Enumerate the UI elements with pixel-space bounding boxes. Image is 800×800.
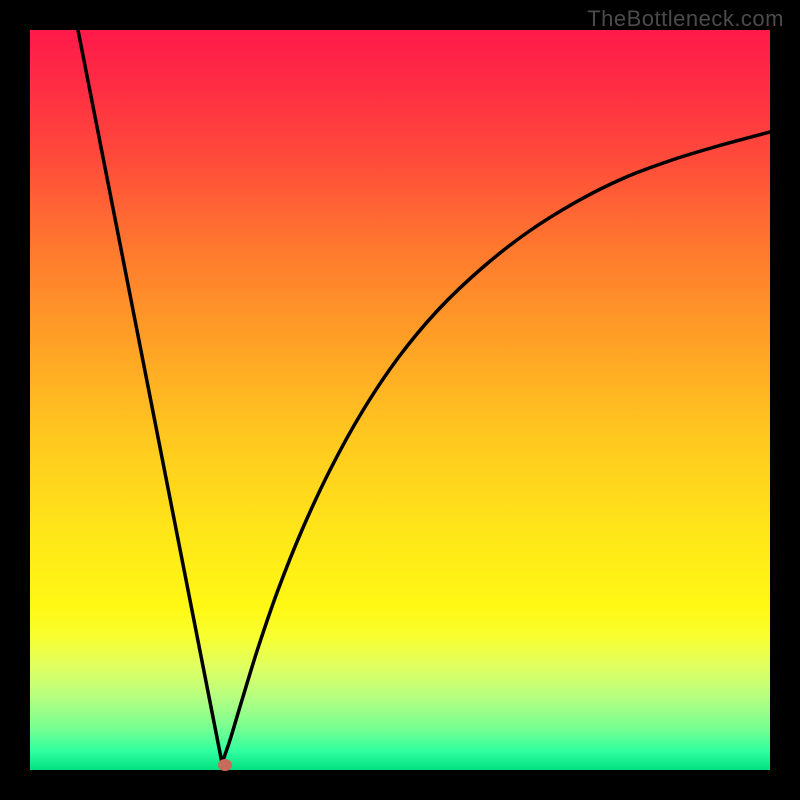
bottleneck-curve: [30, 30, 770, 770]
minimum-marker: [218, 759, 232, 771]
plot-frame: [30, 30, 770, 770]
plot-area: [30, 30, 770, 770]
watermark-text: TheBottleneck.com: [587, 6, 784, 32]
